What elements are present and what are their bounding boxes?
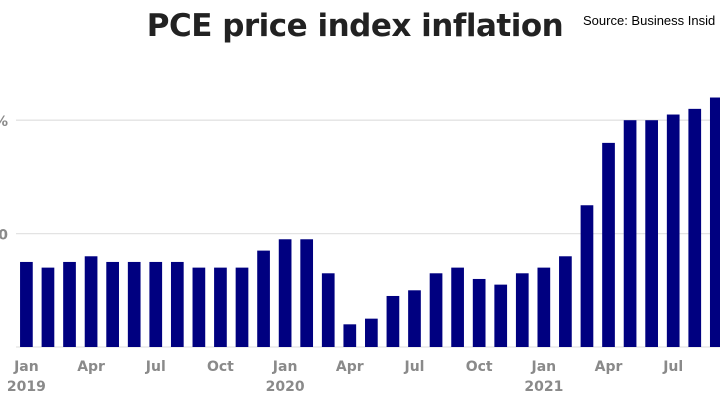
bar-2020-07 xyxy=(408,290,421,347)
bar-2019-02 xyxy=(41,267,55,347)
x-tick-label: Jan xyxy=(272,359,298,375)
x-tick-label: Jul xyxy=(403,359,424,375)
bar-2019-08 xyxy=(170,261,184,347)
bar-2019-10 xyxy=(214,267,227,347)
x-tick-label: Oct xyxy=(207,359,234,375)
x-tick-label: Jan xyxy=(531,359,557,375)
bar-2019-12 xyxy=(257,250,270,347)
bar-2019-06 xyxy=(127,261,141,347)
x-tick-year: 2021 xyxy=(524,379,563,395)
x-tick-label: Oct xyxy=(466,359,493,375)
bar-2020-11 xyxy=(494,284,508,347)
x-tick-year: 2019 xyxy=(7,379,46,395)
x-tick-label: Jan xyxy=(13,359,39,375)
y-tick-label: 0 xyxy=(0,228,8,244)
x-tick-label: Jul xyxy=(662,359,683,375)
bar-2020-05 xyxy=(365,318,378,347)
bar-2020-01 xyxy=(278,239,292,347)
chart-title: PCE price index inflation xyxy=(146,8,564,44)
bar-2021-03 xyxy=(580,205,594,347)
bar-2020-04 xyxy=(343,324,357,347)
x-tick-label: Jul xyxy=(145,359,166,375)
bar-2021-07 xyxy=(666,114,680,347)
bar-2019-04 xyxy=(84,256,98,347)
bar-2020-03 xyxy=(321,273,335,347)
bar-2019-11 xyxy=(235,267,249,347)
bar-2021-04 xyxy=(602,142,615,347)
bar-2019-07 xyxy=(149,261,163,347)
bar-2021-09 xyxy=(709,97,720,348)
x-tick-label: Apr xyxy=(336,359,364,375)
bar-2019-05 xyxy=(106,261,119,347)
x-tick-label: Apr xyxy=(77,359,105,375)
bar-2021-08 xyxy=(688,108,702,347)
y-tick-label: % xyxy=(0,114,8,130)
source-note: Source: Business Insid xyxy=(583,13,716,28)
bar-2019-09 xyxy=(192,267,206,347)
bar-2020-06 xyxy=(386,295,400,347)
bar-2020-12 xyxy=(515,273,529,347)
x-tick-label: Apr xyxy=(595,359,623,375)
bar-2021-02 xyxy=(559,256,572,347)
bar-2021-01 xyxy=(537,267,551,347)
x-tick-year: 2020 xyxy=(266,379,305,395)
bar-2021-06 xyxy=(645,120,658,347)
bar-2020-09 xyxy=(451,267,464,347)
bar-2019-03 xyxy=(63,261,76,347)
bar-2020-02 xyxy=(300,239,314,347)
bar-2020-10 xyxy=(472,278,486,347)
bar-2019-01 xyxy=(20,261,33,347)
bar-2020-08 xyxy=(429,273,443,347)
bar-2021-05 xyxy=(623,120,637,347)
